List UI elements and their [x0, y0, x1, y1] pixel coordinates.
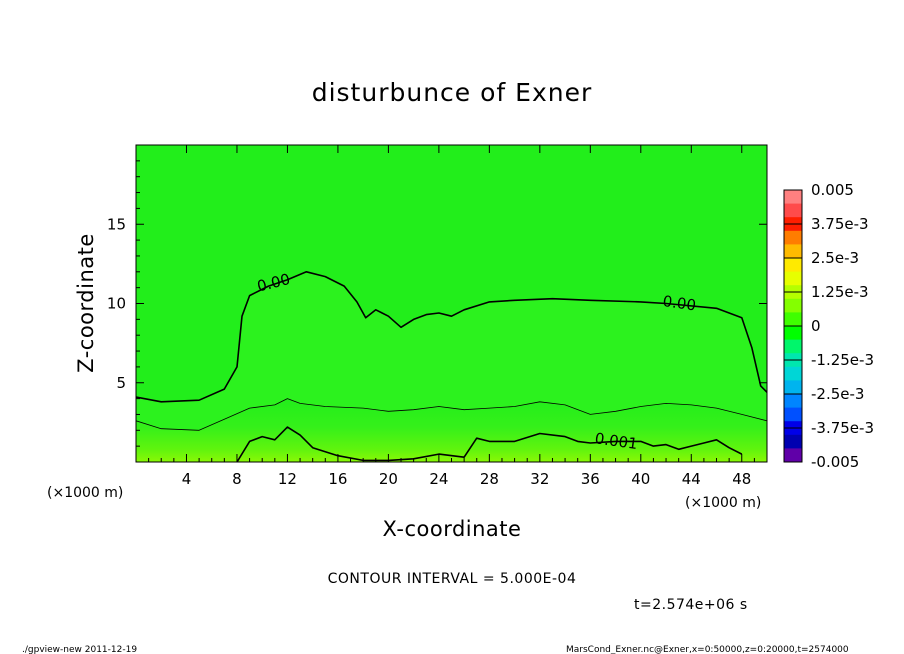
- x-tick-label: 8: [232, 470, 242, 488]
- colorbar-band: [784, 326, 802, 341]
- x-tick-label: 16: [328, 470, 347, 488]
- x-unit-left: (×1000 m): [47, 485, 123, 501]
- colorbar-band: [784, 312, 802, 327]
- y-tick-label: 5: [116, 374, 126, 392]
- y-tick-label: 15: [107, 215, 126, 233]
- program-credit: ./gpview-new 2011-12-19: [22, 645, 137, 654]
- contour-line: [136, 271, 767, 403]
- x-tick-label: 48: [732, 470, 751, 488]
- time-label: t=2.574e+06 s: [634, 597, 748, 613]
- contour-label: 0.00: [662, 292, 698, 314]
- colorbar-band: [784, 380, 802, 395]
- x-tick-label: 44: [682, 470, 701, 488]
- colorbar-band: [784, 271, 802, 286]
- contour-line: [136, 398, 767, 431]
- colorbar: 0.005 3.75e-3 2.5e-3 1.25e-3 0 -1.25e-3 -2.5e-…: [783, 181, 874, 471]
- y-tick-label: 10: [107, 295, 126, 313]
- colorbar-band: [784, 244, 802, 259]
- colorbar-band: [784, 203, 802, 218]
- colorbar-band: [784, 258, 802, 273]
- chart-title: disturbunce of Exner: [312, 78, 593, 107]
- colorbar-label: 0: [811, 317, 821, 335]
- x-tick-label: 12: [278, 470, 297, 488]
- colorbar-band: [784, 407, 802, 422]
- colorbar-label: -0.005: [811, 453, 859, 471]
- data-source: MarsCond_Exner.nc@Exner,x=0:50000,z=0:20…: [566, 645, 849, 654]
- colorbar-band: [784, 339, 802, 354]
- x-unit-right: (×1000 m): [685, 495, 761, 511]
- x-tick-label: 24: [429, 470, 448, 488]
- colorbar-band: [784, 394, 802, 409]
- x-tick-label: 4: [182, 470, 192, 488]
- colorbar-band: [784, 448, 802, 463]
- contour-interval-text: CONTOUR INTERVAL = 5.000E-04: [328, 571, 577, 587]
- colorbar-label: 2.5e-3: [811, 249, 859, 267]
- x-tick-label: 20: [379, 470, 398, 488]
- colorbar-label: -3.75e-3: [811, 419, 874, 437]
- colorbar-label: -1.25e-3: [811, 351, 874, 369]
- colorbar-band: [784, 366, 802, 381]
- y-axis-label: Z-coordinate: [74, 233, 98, 373]
- x-tick-label: 40: [631, 470, 650, 488]
- colorbar-label: 3.75e-3: [811, 215, 869, 233]
- contour-line: [236, 426, 743, 462]
- x-tick-label: 32: [530, 470, 549, 488]
- colorbar-band: [784, 434, 802, 449]
- x-tick-label: 36: [581, 470, 600, 488]
- colorbar-label: 1.25e-3: [811, 283, 869, 301]
- colorbar-label: -2.5e-3: [811, 385, 864, 403]
- x-axis-label: X-coordinate: [383, 517, 522, 541]
- shade-region-lower: [136, 398, 767, 462]
- colorbar-band: [784, 298, 802, 313]
- x-tick-label: 28: [480, 470, 499, 488]
- colorbar-band: [784, 230, 802, 245]
- contour-label: 0.001: [594, 429, 639, 453]
- colorbar-band: [784, 190, 802, 205]
- colorbar-label: 0.005: [811, 181, 854, 199]
